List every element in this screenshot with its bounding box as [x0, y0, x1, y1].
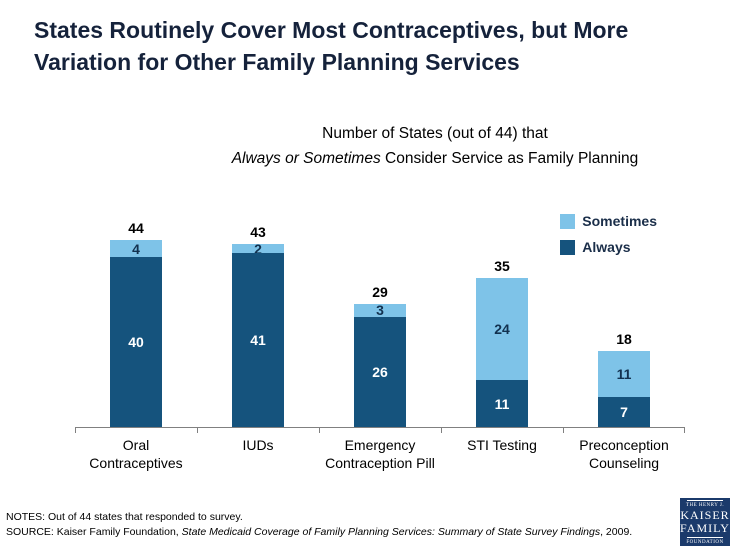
page-title-line1: States Routinely Cover Most Contraceptiv…: [34, 17, 629, 43]
legend-item-always: Always: [560, 239, 657, 255]
bar-group: 44 4 40: [75, 205, 197, 427]
sometimes-value: 2: [254, 240, 262, 257]
kaiser-family-foundation-logo: THE HENRY J. KAISER FAMILY FOUNDATION: [680, 498, 730, 546]
logo-rule-bottom: [687, 537, 723, 538]
footer-notes: NOTES: Out of 44 states that responded t…: [6, 510, 666, 542]
notes-text: NOTES: Out of 44 states that responded t…: [6, 510, 243, 523]
total-label: 18: [616, 330, 632, 347]
logo-rule-top: [687, 500, 723, 501]
axis-tick: [319, 428, 320, 433]
sometimes-value: 24: [494, 321, 510, 338]
bar-stack: 2 41: [232, 241, 284, 427]
always-swatch-icon: [560, 239, 576, 255]
bar-stack: 24 11: [476, 278, 528, 427]
page-title-line2: Variation for Other Family Planning Serv…: [34, 49, 520, 76]
always-segment: 11: [476, 380, 528, 427]
category-label: STI Testing: [467, 437, 537, 453]
total-label: 43: [250, 224, 266, 241]
chart-subtitle: Number of States (out of 44) that Always…: [130, 122, 735, 172]
plot-area: 44 4 40 43 2 41 29 3 26: [75, 205, 685, 428]
logo-line4: FOUNDATION: [686, 540, 724, 545]
category-label: IUDs: [242, 437, 274, 453]
axis-tick: [197, 428, 198, 433]
chart-subtitle-rest: Consider Service as Family Planning: [380, 149, 639, 167]
sometimes-segment: 2: [232, 241, 284, 257]
sometimes-value: 3: [376, 302, 384, 319]
always-value: 11: [494, 395, 510, 412]
total-label: 44: [128, 220, 144, 236]
category-label: Oral Contraceptives: [89, 437, 183, 472]
source-text: SOURCE: Kaiser Family Foundation, State …: [6, 525, 666, 541]
axis-tick: [75, 428, 76, 433]
always-segment: 41: [232, 252, 284, 427]
chart-subtitle-line2: Always or Sometimes Consider Service as …: [130, 147, 735, 172]
source-title: State Medicaid Coverage of Family Planni…: [181, 526, 601, 539]
logo-line3: FAMILY: [680, 521, 730, 535]
category-axis: Oral Contraceptives IUDs Emergency Contr…: [75, 436, 685, 472]
always-segment: 7: [598, 397, 650, 427]
legend: Sometimes Always: [560, 213, 657, 265]
total-label: 35: [494, 258, 510, 275]
always-segment: 26: [354, 316, 406, 427]
legend-item-sometimes: Sometimes: [560, 213, 657, 229]
bar-group: 35 24 11: [441, 205, 563, 427]
chart-subtitle-italic: Always or Sometimes: [231, 149, 381, 167]
legend-label-always: Always: [582, 239, 631, 255]
page-title: States Routinely Cover Most Contraceptiv…: [34, 14, 704, 78]
always-segment: 40: [110, 257, 162, 427]
sometimes-segment: 4: [110, 240, 162, 257]
sometimes-value: 4: [132, 240, 140, 257]
always-value: 41: [250, 331, 266, 348]
sometimes-segment: 3: [354, 302, 406, 319]
always-value: 7: [620, 404, 628, 421]
sometimes-segment: 11: [598, 350, 650, 398]
axis-tick: [441, 428, 442, 433]
logo-line1: THE HENRY J.: [685, 502, 725, 508]
sometimes-value: 11: [616, 365, 632, 382]
category-label: Emergency Contraception Pill: [325, 437, 435, 472]
legend-label-sometimes: Sometimes: [582, 213, 657, 229]
chart-subtitle-line1: Number of States (out of 44) that: [322, 125, 548, 142]
axis-tick: [684, 428, 685, 433]
total-label: 29: [372, 283, 388, 300]
bar-stack: 11 7: [598, 350, 650, 427]
axis-tick: [563, 428, 564, 433]
bar-group: 43 2 41: [197, 205, 319, 427]
sometimes-swatch-icon: [560, 213, 576, 229]
source-suffix: , 2009.: [600, 526, 633, 539]
always-value: 26: [372, 363, 388, 380]
stacked-bar-chart: 44 4 40 43 2 41 29 3 26: [75, 205, 685, 472]
sometimes-segment: 24: [476, 278, 528, 381]
bar-group: 18 11 7: [563, 205, 685, 427]
source-prefix: SOURCE: Kaiser Family Foundation,: [6, 526, 182, 539]
bar-stack: 3 26: [354, 302, 406, 427]
logo-line2: KAISER: [680, 507, 730, 522]
bar-group: 29 3 26: [319, 205, 441, 427]
always-value: 40: [128, 334, 144, 350]
bar-stack: 4 40: [110, 240, 162, 427]
category-label: Preconception Counseling: [579, 437, 669, 472]
